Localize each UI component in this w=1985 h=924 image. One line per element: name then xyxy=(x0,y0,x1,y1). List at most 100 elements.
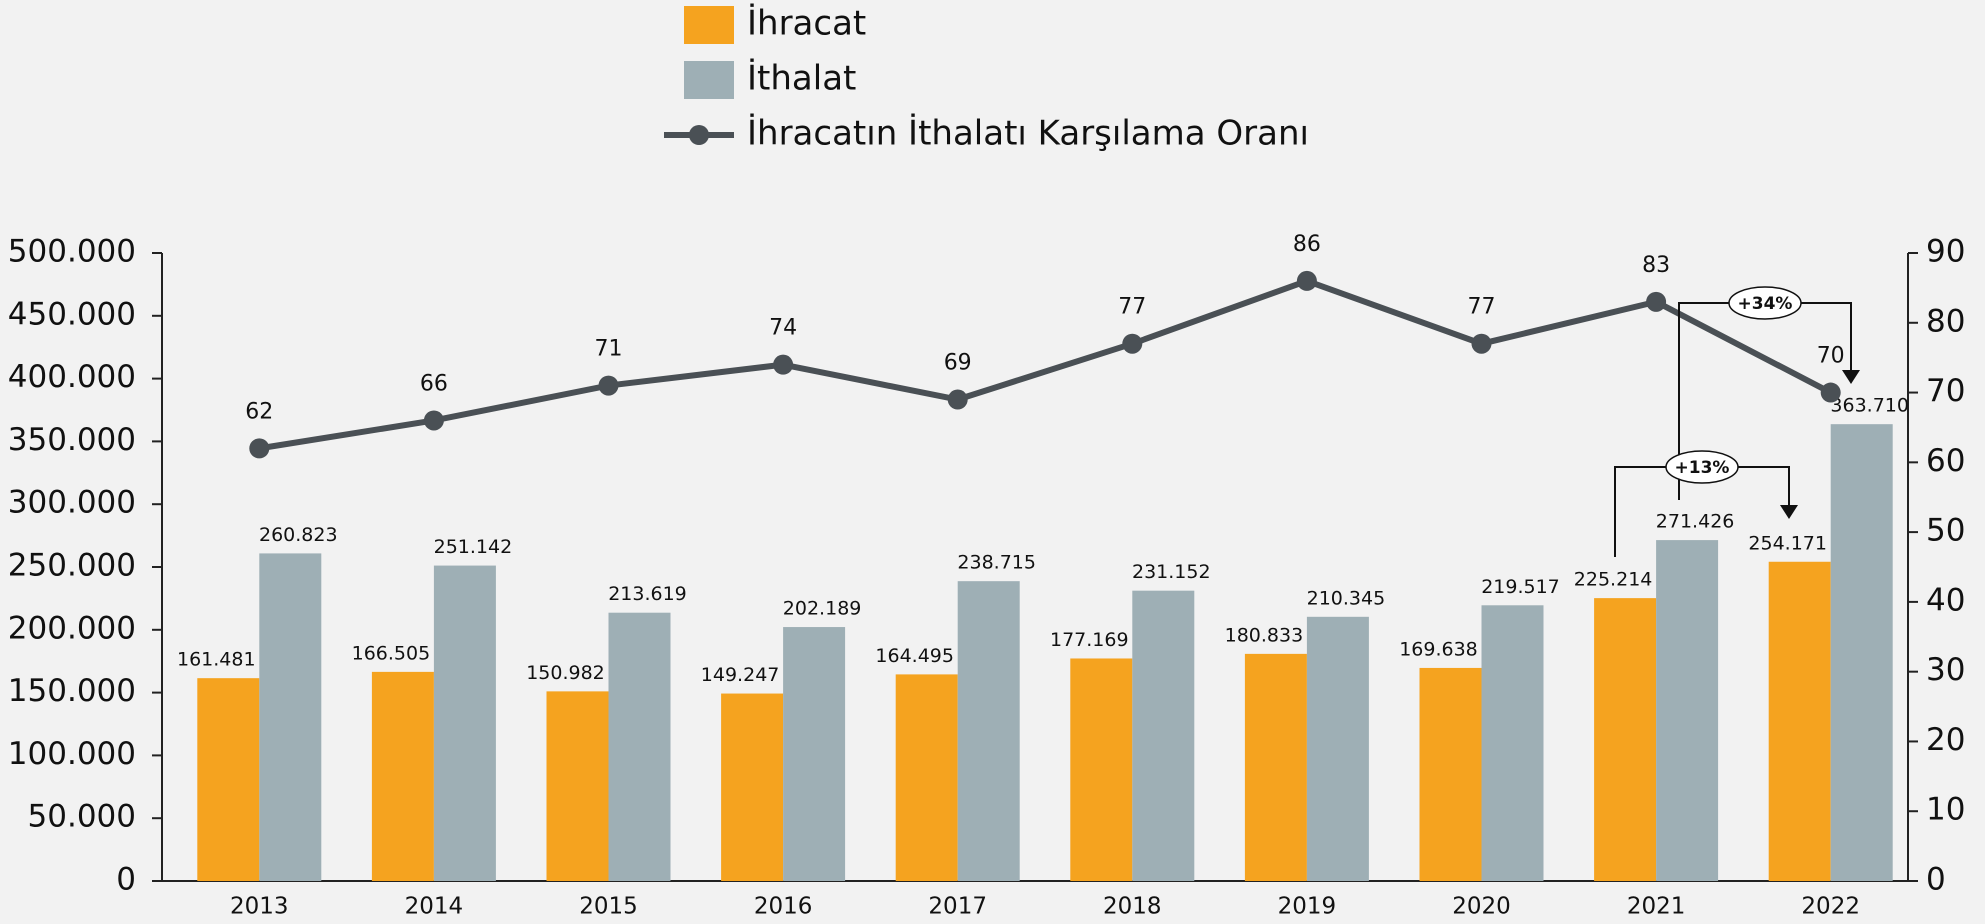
legend-label: İhracatın İthalatı Karşılama Oranı xyxy=(747,114,1309,154)
annotation: +13% xyxy=(1675,458,1730,478)
line-point xyxy=(1296,270,1317,291)
y2-tick-label: 30 xyxy=(1926,652,1965,688)
annotation-arrow xyxy=(1842,370,1860,384)
legend-label: İhracat xyxy=(747,4,866,44)
bar xyxy=(1419,667,1482,881)
line-point xyxy=(1122,333,1143,354)
y2-tick-label: 90 xyxy=(1926,234,1965,270)
bar-label: 363.710 xyxy=(1830,395,1909,417)
bar xyxy=(608,612,671,881)
bar xyxy=(433,565,496,881)
bar-label: 254.171 xyxy=(1748,532,1827,554)
bar-label: 180.833 xyxy=(1225,624,1304,646)
y-tick-label: 350.000 xyxy=(8,422,136,458)
y-tick-label: 450.000 xyxy=(8,296,136,332)
line-label: 71 xyxy=(595,337,623,362)
bar xyxy=(546,691,609,881)
line-label: 70 xyxy=(1817,344,1845,369)
bar xyxy=(1830,424,1893,881)
bar xyxy=(1768,561,1831,881)
bar-label: 219.517 xyxy=(1481,576,1560,598)
y-tick-label: 300.000 xyxy=(8,485,136,521)
bar-label: 169.638 xyxy=(1399,638,1478,660)
x-tick-label: 2014 xyxy=(405,894,464,920)
y2-tick-label: 70 xyxy=(1926,373,1965,409)
legend-swatch xyxy=(684,6,734,44)
bar-label: 161.481 xyxy=(177,649,256,671)
y-tick-label: 250.000 xyxy=(8,548,136,584)
y2-tick-label: 40 xyxy=(1926,582,1965,618)
bar-label: 213.619 xyxy=(608,583,687,605)
x-tick-label: 2021 xyxy=(1627,894,1686,920)
y-tick-label: 400.000 xyxy=(8,359,136,395)
x-tick-label: 2020 xyxy=(1452,894,1511,920)
line-point xyxy=(598,375,619,396)
bar xyxy=(783,627,846,881)
y-tick-label: 0 xyxy=(116,862,136,898)
line-point xyxy=(249,438,270,459)
legend-label: İthalat xyxy=(747,59,856,99)
y2-tick-label: 60 xyxy=(1926,443,1965,479)
bar-label: 177.169 xyxy=(1050,629,1129,651)
y-tick-label: 200.000 xyxy=(8,610,136,646)
line-point xyxy=(423,410,444,431)
x-tick-label: 2017 xyxy=(928,894,987,920)
bar xyxy=(721,693,784,881)
y2-tick-label: 50 xyxy=(1926,513,1965,549)
line-point xyxy=(1820,382,1841,403)
line-label: 66 xyxy=(420,371,448,396)
x-tick-label: 2019 xyxy=(1278,894,1337,920)
bar-label: 150.982 xyxy=(526,662,605,684)
bar-label: 210.345 xyxy=(1307,587,1386,609)
line-label: 74 xyxy=(769,316,797,341)
x-tick-label: 2013 xyxy=(230,894,289,920)
bar xyxy=(259,553,322,881)
line-label: 83 xyxy=(1642,253,1670,278)
bar-label: 238.715 xyxy=(957,552,1036,574)
bar xyxy=(197,678,260,881)
bar xyxy=(1481,605,1544,881)
legend-swatch xyxy=(684,61,734,99)
bar xyxy=(1306,616,1369,881)
line-label: 62 xyxy=(245,399,273,424)
annotation-arrow xyxy=(1780,505,1798,519)
line-point xyxy=(1646,291,1667,312)
bar xyxy=(371,671,434,881)
y2-tick-label: 10 xyxy=(1926,792,1965,828)
bar-label: 164.495 xyxy=(875,645,954,667)
line-point xyxy=(947,389,968,410)
x-tick-label: 2018 xyxy=(1103,894,1162,920)
x-tick-label: 2022 xyxy=(1801,894,1860,920)
annotation: +34% xyxy=(1738,294,1793,314)
y2-tick-label: 0 xyxy=(1926,862,1946,898)
legend-dot xyxy=(689,125,709,145)
bar-label: 260.823 xyxy=(259,524,338,546)
x-tick-label: 2016 xyxy=(754,894,813,920)
bar xyxy=(895,674,958,881)
bar xyxy=(1132,590,1195,881)
line-label: 86 xyxy=(1293,232,1321,257)
y2-tick-label: 80 xyxy=(1926,303,1965,339)
line-point xyxy=(1471,333,1492,354)
line-point xyxy=(773,354,794,375)
bar-label: 225.214 xyxy=(1574,569,1653,591)
y-tick-label: 50.000 xyxy=(28,799,136,835)
annotation-oval xyxy=(1665,450,1739,484)
x-tick-label: 2015 xyxy=(579,894,638,920)
line-label: 77 xyxy=(1468,295,1496,320)
bar-label: 251.142 xyxy=(434,536,513,558)
y-tick-label: 150.000 xyxy=(8,673,136,709)
bar-label: 202.189 xyxy=(783,598,862,620)
bar-label: 149.247 xyxy=(701,664,780,686)
y2-tick-label: 20 xyxy=(1926,722,1965,758)
y-tick-label: 100.000 xyxy=(8,736,136,772)
bar-label: 271.426 xyxy=(1656,511,1735,533)
y-tick-label: 500.000 xyxy=(8,234,136,270)
bar xyxy=(1244,653,1307,881)
line-label: 77 xyxy=(1118,295,1146,320)
line-label: 69 xyxy=(944,351,972,376)
bar xyxy=(1656,540,1719,881)
bar xyxy=(1594,598,1657,881)
bar xyxy=(957,581,1020,881)
